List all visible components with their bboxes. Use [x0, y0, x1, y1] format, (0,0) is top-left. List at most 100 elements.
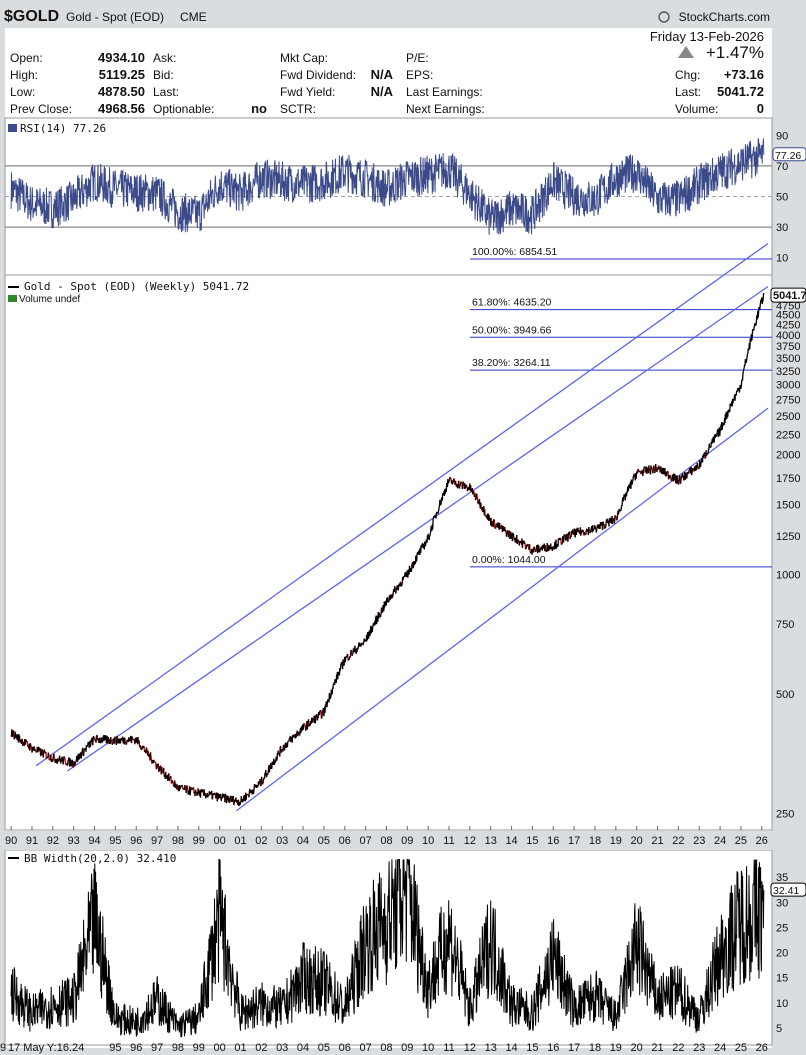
bottom-tick-18-23: 18	[589, 1042, 601, 1054]
bb-legend-icon	[8, 857, 19, 859]
bottom-tick-26-31: 26	[756, 1042, 768, 1054]
bbwidth-legend: BB Width(20,2.0) 32.410	[24, 852, 176, 865]
ask-label: Ask:	[153, 51, 176, 65]
x-tick-90: 90	[5, 835, 17, 847]
bottom-tick-12-17: 12	[464, 1042, 476, 1054]
brand-logo-icon	[658, 11, 670, 23]
x-tick-24: 24	[714, 835, 726, 847]
price-tick-3750: 3750	[776, 341, 800, 353]
bb-tick-5: 5	[776, 1023, 782, 1035]
x-tick-06: 06	[339, 835, 351, 847]
bb-tick-35: 35	[776, 872, 788, 884]
price-tick-1500: 1500	[776, 499, 800, 511]
price-tick-4500: 4500	[776, 310, 800, 322]
price-legend: Gold - Spot (EOD) (Weekly) 5041.72	[24, 280, 249, 293]
x-tick-03: 03	[276, 835, 288, 847]
bottom-tick-05-10: 05	[318, 1042, 330, 1054]
x-tick-93: 93	[68, 835, 80, 847]
x-tick-04: 04	[297, 835, 309, 847]
bottom-tick-22-27: 22	[672, 1042, 684, 1054]
bottom-tick-25-30: 25	[735, 1042, 747, 1054]
fib-label-1: 61.80%: 4635.20	[472, 297, 552, 309]
x-tick-96: 96	[130, 835, 142, 847]
bottom-tick-15-20: 15	[526, 1042, 538, 1054]
instrument-name: Gold - Spot (EOD)	[66, 10, 164, 24]
channel-line-0	[35, 242, 769, 767]
bb-tick-10: 10	[776, 998, 788, 1010]
bottom-tick-23-28: 23	[693, 1042, 705, 1054]
x-tick-12: 12	[464, 835, 476, 847]
x-tick-02: 02	[255, 835, 267, 847]
bottom-tick-21-26: 21	[651, 1042, 663, 1054]
bottom-tick-97-2: 97	[151, 1042, 163, 1054]
x-tick-05: 05	[318, 835, 330, 847]
bottom-tick-99-4: 99	[193, 1042, 205, 1054]
fwd-dividend-value: N/A	[371, 67, 394, 82]
rsi-line	[10, 138, 765, 235]
x-tick-13: 13	[485, 835, 497, 847]
mktcap-label: Mkt Cap:	[280, 51, 328, 65]
price-tick-1000: 1000	[776, 569, 800, 581]
bottom-tick-24-29: 24	[714, 1042, 726, 1054]
bottom-tick-00-5: 00	[214, 1042, 226, 1054]
chg-label: Chg:	[675, 68, 700, 82]
x-tick-18: 18	[589, 835, 601, 847]
price-tick-750: 750	[776, 619, 794, 631]
bb-tick-25: 25	[776, 922, 788, 934]
x-tick-92: 92	[47, 835, 59, 847]
volume-legend: Volume undef	[19, 294, 80, 305]
price-tick-2250: 2250	[776, 429, 800, 441]
bottom-tick-95-0: 95	[109, 1042, 121, 1054]
open-value: 4934.10	[98, 50, 145, 65]
volume-legend-icon	[8, 295, 17, 302]
bottom-tick-04-9: 04	[297, 1042, 309, 1054]
price-tick-4000: 4000	[776, 330, 800, 342]
bottom-tick-17-22: 17	[568, 1042, 580, 1054]
x-tick-08: 08	[380, 835, 392, 847]
x-tick-94: 94	[88, 835, 100, 847]
x-tick-21: 21	[651, 835, 663, 847]
x-tick-11: 11	[443, 835, 454, 847]
last-label: Last:	[675, 85, 701, 99]
bb-current-value: 32.41	[773, 885, 799, 897]
x-tick-17: 17	[568, 835, 580, 847]
channel-line-2	[235, 407, 769, 812]
brand-logo[interactable]: StockCharts.com	[679, 10, 770, 24]
rsi-panel: 100.00%: 6854.51	[5, 138, 772, 260]
price-tick-500: 500	[776, 689, 794, 701]
rsi-tick-70: 70	[776, 161, 788, 173]
right-axis-band	[773, 118, 806, 1055]
date-label: Friday 13-Feb-2026	[650, 29, 764, 44]
bottom-tick-20-25: 20	[631, 1042, 643, 1054]
rsi-current-badge	[772, 147, 806, 162]
x-tick-22: 22	[672, 835, 684, 847]
bottom-tick-03-8: 03	[276, 1042, 288, 1054]
exchange-label: CME	[180, 10, 207, 24]
pct-change: +1.47%	[706, 43, 764, 62]
bb-tick-20: 20	[776, 948, 788, 960]
price-tick-1750: 1750	[776, 473, 800, 485]
price-tick-1250: 1250	[776, 531, 800, 543]
bottom-tick-13-18: 13	[485, 1042, 497, 1054]
x-tick-01: 01	[234, 835, 246, 847]
rsi-tick-10: 10	[776, 253, 788, 265]
open-label: Open:	[10, 51, 43, 65]
bottom-tick-19-24: 19	[610, 1042, 622, 1054]
channel-line-1	[67, 285, 769, 772]
up-arrow-icon	[678, 46, 694, 58]
price-legend-icon	[8, 286, 19, 288]
x-tick-20: 20	[631, 835, 643, 847]
bottom-tick-08-13: 08	[380, 1042, 392, 1054]
quote-summary: Open: 4934.10 High: 5119.25 Low: 4878.50…	[10, 29, 764, 116]
x-tick-25: 25	[735, 835, 747, 847]
bb-current-badge	[770, 882, 806, 897]
fib-label-3: 38.20%: 3264.11	[472, 357, 551, 369]
price-panel-frame	[4, 274, 773, 831]
high-value: 5119.25	[99, 67, 145, 82]
low-label: Low:	[10, 85, 35, 99]
symbol-label[interactable]: $GOLD	[4, 8, 59, 25]
bottom-tick-11-16: 11	[443, 1042, 454, 1054]
eps-label: EPS:	[406, 68, 433, 82]
price-line-up	[10, 292, 765, 807]
